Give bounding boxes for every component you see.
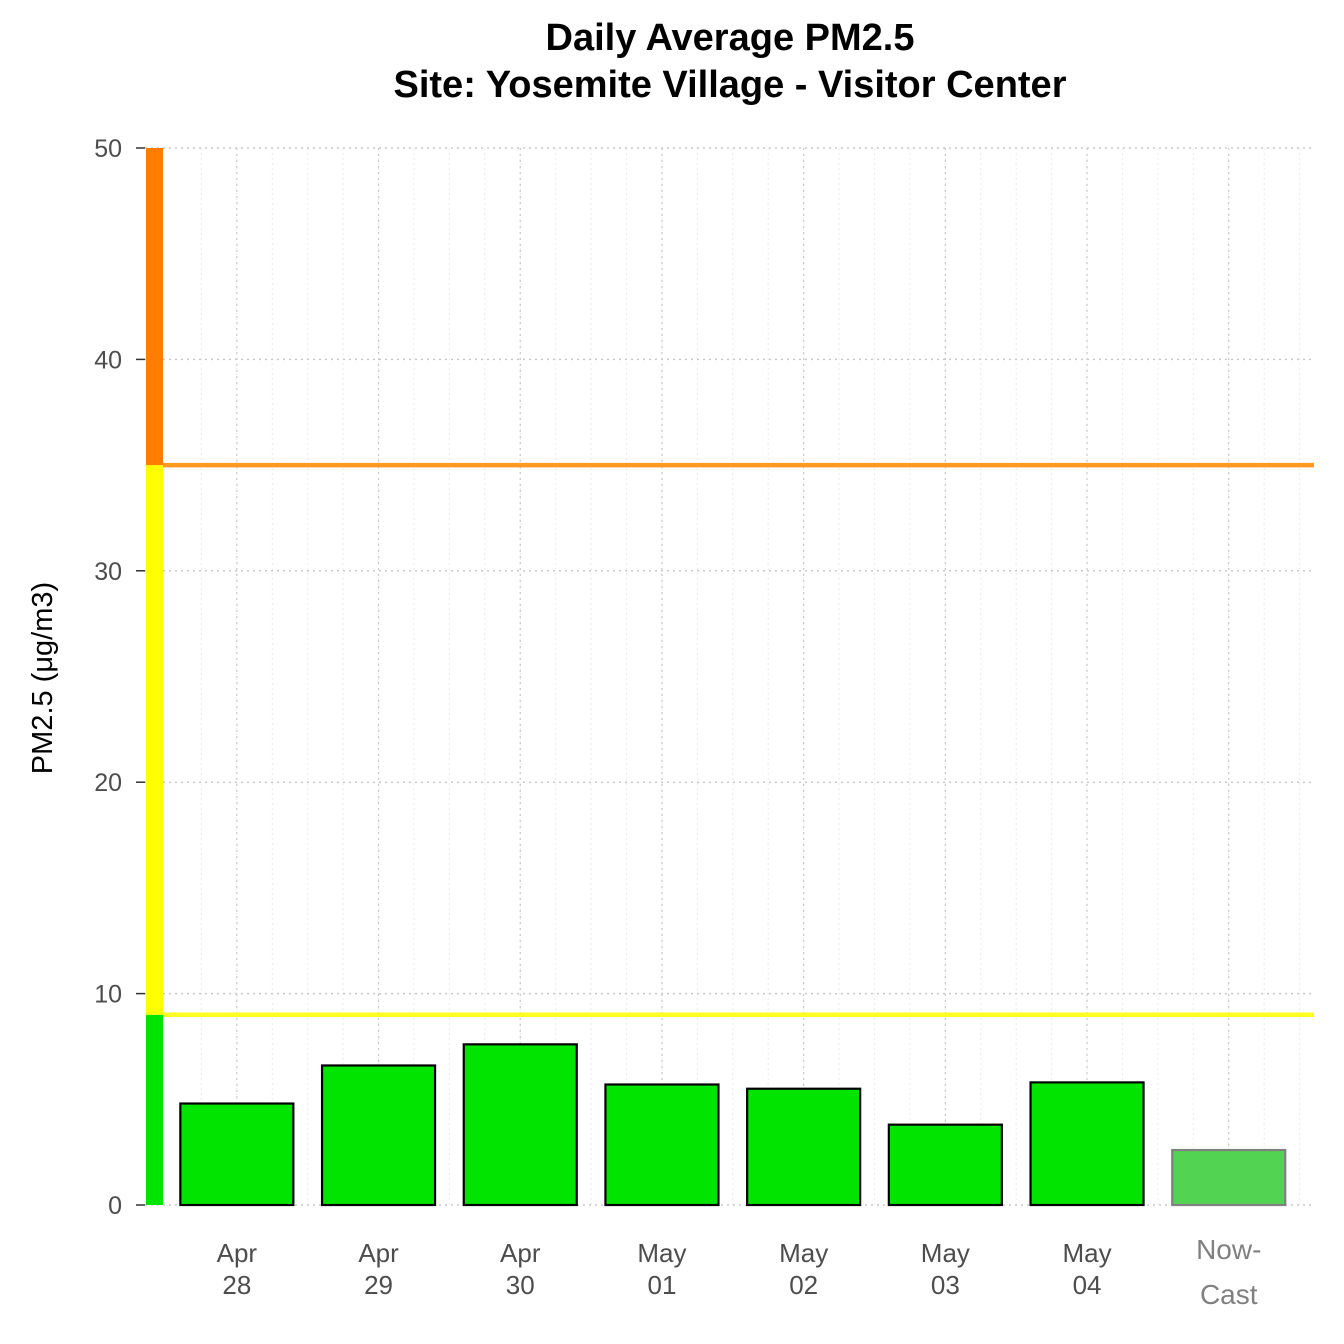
x-tick-label: Now-: [1196, 1234, 1261, 1265]
y-tick-label: 20: [94, 769, 122, 797]
bar: [1029, 1081, 1145, 1207]
bar: [604, 1083, 720, 1207]
x-tick-label: 30: [506, 1270, 535, 1300]
y-axis-title: PM2.5 (μg/m3): [27, 582, 59, 774]
bar: [887, 1123, 1003, 1207]
x-tick-label: May: [1062, 1238, 1111, 1268]
y-tick-label: 30: [94, 558, 122, 586]
x-tick-label: 02: [789, 1270, 818, 1300]
x-tick-label: May: [921, 1238, 970, 1268]
y-tick-label: 50: [94, 135, 122, 163]
y-tick-label: 0: [108, 1192, 122, 1220]
threshold-lines: [163, 462, 1314, 1017]
chart-subtitle: Site: Yosemite Village - Visitor Center: [394, 64, 1067, 106]
x-tick-label: Cast: [1200, 1279, 1258, 1310]
aqi-scale-segment: [146, 465, 163, 1015]
x-tick-label: May: [637, 1238, 686, 1268]
x-tick-label: May: [779, 1238, 828, 1268]
x-tick-label: 28: [222, 1270, 251, 1300]
grid: [145, 147, 1314, 1206]
bar: [1171, 1148, 1287, 1207]
x-tick-label: 29: [364, 1270, 393, 1300]
x-tick-label: Apr: [217, 1238, 258, 1268]
y-tick-label: 40: [94, 346, 122, 374]
y-tick-label: 10: [94, 981, 122, 1009]
aqi-color-scale: [146, 148, 163, 1205]
bar: [746, 1087, 862, 1207]
x-tick-label: 04: [1073, 1270, 1102, 1300]
x-tick-label: 03: [931, 1270, 960, 1300]
x-tick-label: 01: [647, 1270, 676, 1300]
bar: [179, 1102, 295, 1207]
x-tick-label: Apr: [500, 1238, 541, 1268]
bar: [462, 1043, 578, 1207]
bar: [320, 1064, 437, 1207]
bars: [179, 1043, 1287, 1207]
x-axis-ticks: Apr28Apr29Apr30May01May02May03May04Now-C…: [217, 1234, 1262, 1310]
aqi-scale-segment: [146, 1014, 163, 1205]
aqi-scale-segment: [146, 148, 163, 466]
chart-title: Daily Average PM2.5: [546, 17, 915, 59]
y-axis-ticks: 0 10 20 30 40 50: [94, 135, 145, 1220]
x-tick-label: Apr: [358, 1238, 399, 1268]
